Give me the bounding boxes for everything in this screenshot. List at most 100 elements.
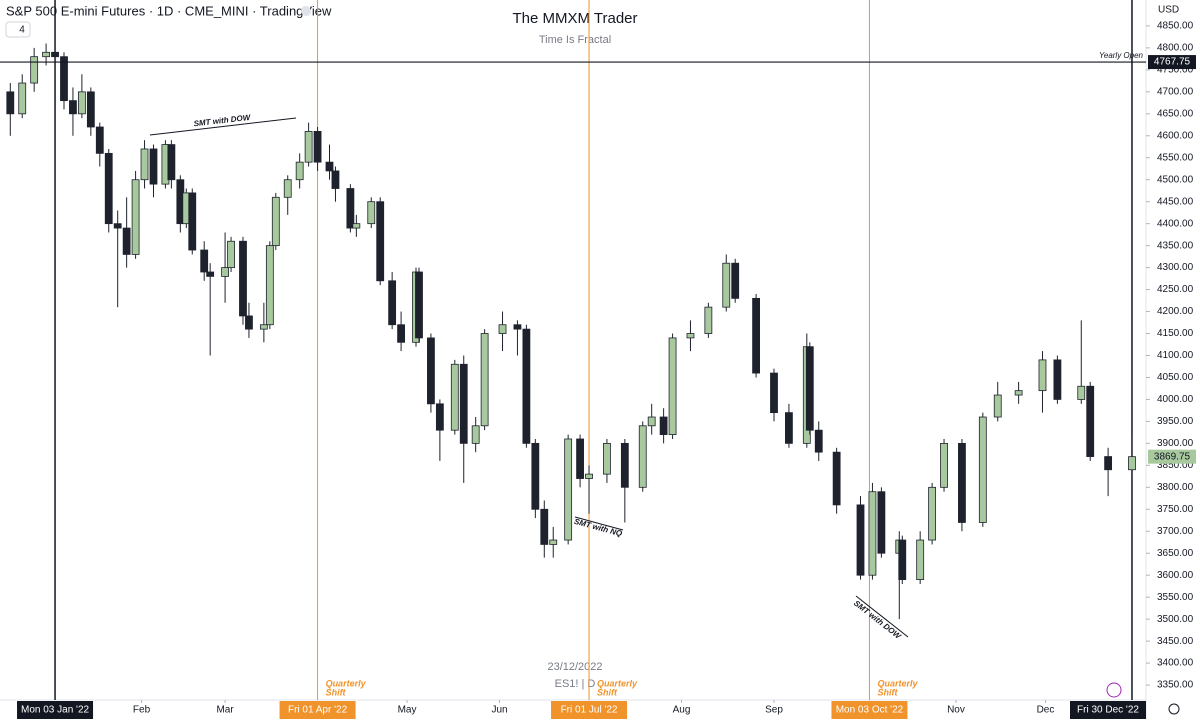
- candle-body: [200, 249, 209, 273]
- badge-box[interactable]: [5, 21, 31, 38]
- x-tick-label: Jun: [491, 705, 507, 716]
- watermark: 23/12/2022: [547, 661, 602, 673]
- candle-body: [564, 438, 573, 541]
- marker-label: Fri 01 Apr '22: [288, 705, 348, 716]
- candle-body: [659, 416, 668, 435]
- chart-subtitle: Time Is Fractal: [539, 34, 611, 46]
- candle-body: [731, 262, 740, 299]
- level-tag: 4767.75: [1154, 57, 1191, 68]
- settings-icon[interactable]: [1168, 703, 1180, 715]
- last-price-bg: [1148, 449, 1196, 464]
- candle-body: [104, 152, 113, 225]
- candle-body: [638, 425, 647, 488]
- quarterly-note: Quarterly: [326, 678, 367, 688]
- quarterly-note: Quarterly: [877, 678, 918, 688]
- candle-body: [1038, 359, 1047, 392]
- candle-body: [450, 363, 459, 431]
- candle-body: [898, 539, 907, 580]
- candle-body: [805, 346, 814, 431]
- candle-body: [877, 491, 886, 554]
- candle-body: [770, 372, 778, 414]
- y-tick-label: 4750.00: [1157, 65, 1194, 76]
- candle-body: [1053, 359, 1062, 400]
- candle-body: [513, 324, 522, 330]
- candle-body: [245, 315, 253, 330]
- candle-body: [722, 262, 731, 308]
- x-tick-label: Mar: [216, 705, 234, 716]
- candle-body: [868, 491, 877, 576]
- candle-body: [51, 51, 59, 58]
- annotation-line: [855, 595, 909, 638]
- x-tick-label: May: [398, 705, 417, 716]
- collapse-button[interactable]: [301, 6, 311, 16]
- x-tick-label: Nov: [947, 705, 965, 716]
- candle-body: [397, 324, 405, 343]
- candle-body: [131, 179, 140, 255]
- candle-body: [149, 148, 158, 185]
- x-tick-label: Dec: [1037, 705, 1055, 716]
- y-tick-label: 4650.00: [1157, 108, 1194, 119]
- candle-body: [785, 412, 793, 444]
- x-tick-label: Sep: [765, 705, 783, 716]
- y-tick-label: 3600.00: [1157, 570, 1194, 581]
- annotation-line: [574, 516, 624, 531]
- candle-body: [427, 337, 435, 405]
- y-tick-label: 4500.00: [1157, 174, 1194, 185]
- y-tick-label: 4550.00: [1157, 152, 1194, 163]
- candle-body: [585, 473, 593, 479]
- candle-body: [206, 271, 215, 277]
- candle-body: [60, 56, 68, 102]
- last-price: 3869.75: [1154, 451, 1191, 462]
- marker-label-bg: [17, 701, 94, 719]
- y-tick-label: 3800.00: [1157, 482, 1194, 493]
- y-tick-label: 3350.00: [1157, 680, 1194, 691]
- y-tick-label: 4800.00: [1157, 43, 1194, 54]
- candle-body: [480, 333, 489, 427]
- y-tick-label: 4250.00: [1157, 284, 1194, 295]
- y-tick-label: 4000.00: [1157, 394, 1194, 405]
- quarterly-note: Shift: [877, 687, 898, 697]
- candle-body: [704, 306, 713, 334]
- candle-body: [271, 196, 280, 247]
- y-tick-label: 3750.00: [1157, 504, 1194, 515]
- candle-body: [265, 245, 274, 326]
- candle-body: [531, 442, 540, 510]
- candle-body: [1128, 456, 1136, 471]
- candle-body: [916, 539, 925, 580]
- currency[interactable]: USD: [1158, 5, 1179, 16]
- candle-body: [283, 179, 292, 198]
- marker-label: Mon 03 Jan '22: [21, 705, 90, 716]
- chart-title: The MMXM Trader: [512, 10, 637, 27]
- candle-body: [540, 508, 549, 545]
- candle-body: [6, 91, 15, 115]
- quarterly-note: Shift: [597, 687, 618, 697]
- candle-body: [95, 126, 104, 154]
- y-tick-label: 3700.00: [1157, 526, 1194, 537]
- candle-body: [113, 223, 122, 229]
- header: S&P 500 E-mini Futures · 1D · CME_MINI ·…: [6, 3, 332, 18]
- y-tick-label: 3900.00: [1157, 438, 1194, 449]
- candle-body: [668, 337, 677, 435]
- candle-body: [459, 363, 468, 444]
- alert-icon[interactable]: [1106, 682, 1122, 698]
- candle-body: [1104, 456, 1113, 471]
- candle-body: [122, 227, 131, 255]
- candle-body: [388, 280, 397, 326]
- watermark: ES1! | D: [555, 678, 596, 690]
- candle-body: [18, 82, 27, 115]
- candle-body: [1014, 390, 1023, 396]
- candle-body: [313, 130, 322, 163]
- candle-body: [69, 100, 77, 115]
- candle-body: [958, 442, 966, 523]
- badge[interactable]: 4: [19, 25, 25, 36]
- candle-body: [435, 403, 444, 431]
- candle-body: [1086, 385, 1095, 457]
- quarterly-note: Quarterly: [597, 678, 638, 688]
- y-tick-label: 3950.00: [1157, 416, 1194, 427]
- candle-body: [42, 51, 50, 58]
- candle-body: [1077, 385, 1086, 400]
- y-tick-label: 4450.00: [1157, 196, 1194, 207]
- y-tick-label: 4050.00: [1157, 372, 1194, 383]
